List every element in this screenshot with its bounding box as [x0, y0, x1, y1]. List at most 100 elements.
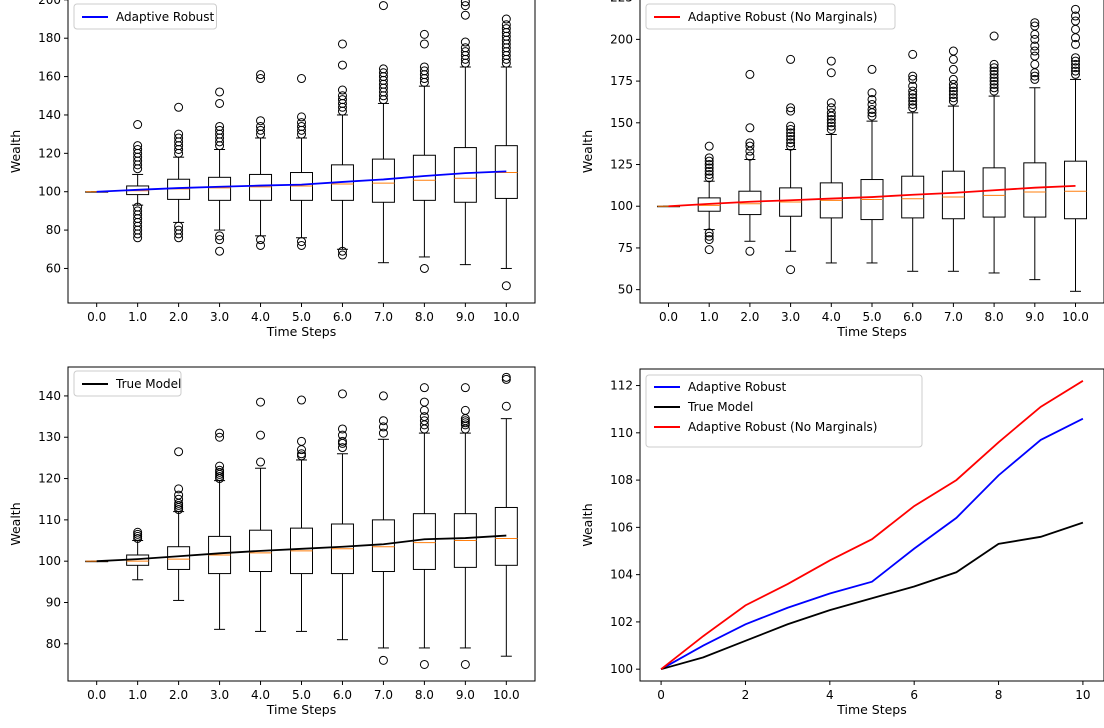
y-tick-label: 175 [610, 74, 633, 88]
box-body [412, 154, 436, 201]
outlier-point [174, 129, 184, 139]
box-body [453, 147, 477, 203]
legend: Adaptive Robust (No Marginals) [645, 3, 896, 30]
legend-box [73, 370, 182, 397]
outlier-point [704, 245, 714, 255]
outlier-point [215, 246, 225, 256]
outlier-point [704, 156, 714, 166]
outlier-point [948, 89, 958, 99]
box-10.0 [494, 14, 518, 291]
y-axis-label: Wealth [8, 130, 23, 173]
box-9.0 [453, 383, 477, 669]
x-tick-label: 6.0 [333, 310, 352, 324]
x-tick-label: 0.0 [87, 688, 106, 702]
x-tick-label: 4 [826, 688, 834, 702]
legend-box [645, 374, 923, 448]
outlier-point [174, 484, 184, 494]
outlier-point [704, 163, 714, 173]
outlier-point [297, 240, 306, 250]
outlier-point [133, 527, 143, 537]
box-1.0 [126, 120, 150, 243]
outlier-point [297, 121, 306, 131]
box-3.0 [779, 54, 803, 275]
outlier-point [1030, 21, 1040, 31]
outlier-point [745, 123, 755, 133]
outlier-point [460, 43, 470, 53]
outlier-point [989, 73, 999, 83]
outlier-point [1071, 56, 1081, 66]
x-tick-label: 9.0 [1025, 310, 1044, 324]
y-tick-label: 150 [610, 116, 633, 130]
outlier-point [256, 121, 266, 131]
outlier-point [419, 416, 429, 426]
outlier-point [989, 83, 999, 93]
outlier-point [337, 95, 347, 105]
outlier-point [419, 383, 429, 393]
outlier-point [826, 68, 836, 78]
y-tick-label: 160 [38, 70, 61, 84]
outlier-point [460, 659, 470, 669]
outlier-point [460, 416, 470, 426]
outlier-point [1071, 66, 1081, 76]
outlier-point [256, 125, 266, 135]
outlier-point [256, 116, 266, 126]
x-tick-label: 5.0 [862, 310, 881, 324]
box-2.0 [738, 69, 762, 256]
outlier-point [174, 490, 184, 500]
outlier-point [908, 81, 918, 91]
x-tick-label: 3.0 [210, 688, 229, 702]
x-axis-label: Time Steps [836, 702, 907, 717]
y-tick-label: 60 [46, 261, 61, 275]
outlier-point [419, 412, 429, 422]
legend-box [645, 3, 896, 30]
x-tick-label: 6.0 [333, 688, 352, 702]
outlier-point [501, 372, 511, 382]
x-tick-label: 8 [995, 688, 1003, 702]
outlier-point [337, 246, 347, 256]
outlier-point [786, 121, 796, 131]
outlier-point [704, 228, 714, 238]
box-2.0 [167, 102, 191, 243]
outlier-point [786, 265, 796, 275]
outlier-point [1071, 11, 1081, 21]
outlier-point [174, 102, 184, 112]
outlier-point [908, 93, 918, 103]
outlier-point [867, 94, 877, 104]
outlier-point [1030, 29, 1040, 39]
outlier-point [419, 29, 429, 39]
outlier-point [948, 93, 958, 103]
x-tick-label: 10.0 [1062, 310, 1089, 324]
y-tick-label: 110 [38, 513, 61, 527]
x-tick-label: 7.0 [944, 310, 963, 324]
outlier-point [1071, 53, 1081, 63]
outlier-point [704, 166, 714, 176]
outlier-point [989, 79, 999, 89]
y-axis-label: Wealth [580, 503, 595, 546]
outlier-point [704, 235, 714, 245]
outlier-point [256, 70, 266, 80]
outlier-point [826, 114, 836, 124]
outlier-point [337, 389, 347, 399]
x-tick-label: 5.0 [292, 310, 311, 324]
outlier-point [337, 91, 347, 101]
box-4.0 [249, 70, 273, 250]
outlier-point [786, 106, 796, 116]
outlier-point [501, 401, 511, 411]
outlier-point [215, 125, 225, 135]
box-6.0 [330, 389, 354, 641]
y-axis-label: Wealth [8, 502, 23, 545]
outlier-point [174, 225, 184, 235]
box-5.0 [290, 395, 313, 632]
outlier-point [948, 64, 958, 74]
outlier-point [133, 141, 143, 151]
outlier-point [215, 461, 225, 471]
outlier-point [1030, 46, 1040, 56]
outlier-point [419, 263, 429, 273]
outlier-point [786, 141, 796, 151]
x-tick-label: 1.0 [128, 310, 147, 324]
outlier-point [826, 98, 836, 108]
box-3.0 [208, 87, 232, 256]
outlier-point [337, 436, 347, 446]
y-tick-label: 112 [610, 379, 633, 393]
